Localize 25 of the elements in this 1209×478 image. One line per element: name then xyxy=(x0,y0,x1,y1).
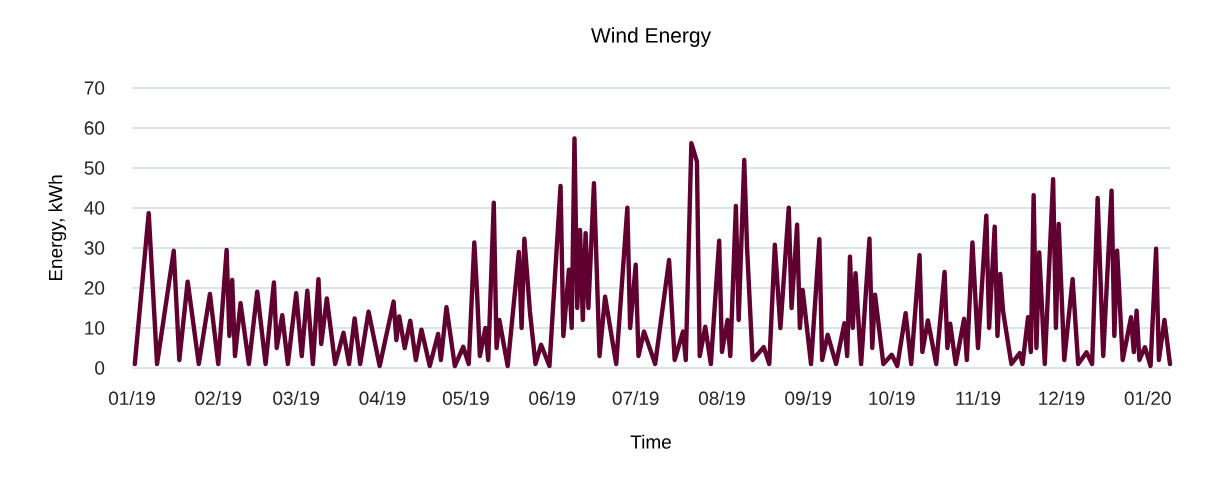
x-tick-label: 11/19 xyxy=(956,391,1001,406)
x-tick-label: 01/20 xyxy=(1124,391,1171,406)
y-tick-label: 10 xyxy=(85,321,105,335)
y-tick-label: 40 xyxy=(84,201,105,215)
x-tick-label: 01/19 xyxy=(108,391,155,406)
x-tick-label: 08/19 xyxy=(698,391,745,406)
y-tick-label: 70 xyxy=(84,81,105,95)
x-tick-label: 05/19 xyxy=(442,391,489,406)
x-tick-label: 06/19 xyxy=(529,391,576,406)
y-tick-label: 0 xyxy=(95,361,105,375)
x-tick-label: 07/19 xyxy=(612,391,659,406)
y-tick-label: 20 xyxy=(84,281,105,295)
x-axis-title: Time xyxy=(630,434,671,449)
x-tick-label: 03/19 xyxy=(273,391,320,406)
x-tick-label: 04/19 xyxy=(359,391,406,406)
x-tick-label: 02/19 xyxy=(195,391,242,406)
y-axis-title: Energy, kWh xyxy=(48,175,67,281)
y-tick-label: 30 xyxy=(84,241,105,255)
x-tick-label: 12/19 xyxy=(1039,391,1085,406)
y-tick-label: 50 xyxy=(84,161,105,175)
x-tick-label: 10/19 xyxy=(869,391,915,406)
y-tick-label: 60 xyxy=(84,121,105,135)
line-series xyxy=(132,136,1173,369)
x-tick-label: 09/19 xyxy=(785,391,832,406)
chart-title: Wind Energy xyxy=(590,27,712,47)
